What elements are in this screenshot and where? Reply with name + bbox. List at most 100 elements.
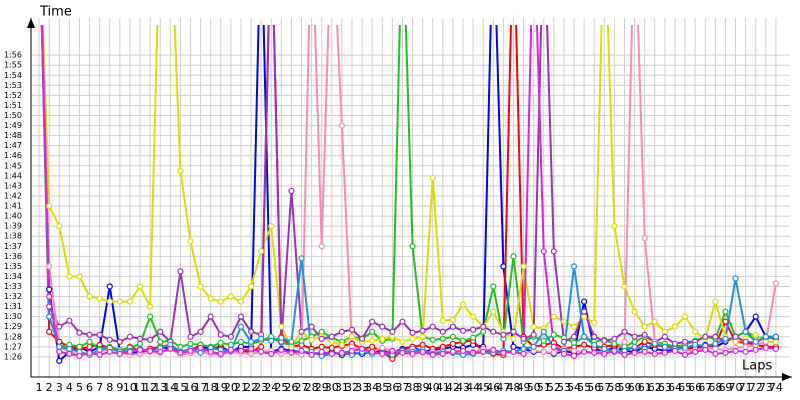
data-point	[298, 337, 305, 344]
y-tick-label: 1:32	[4, 292, 22, 301]
y-axis-arrow	[27, 18, 35, 28]
x-tick-label: 65	[678, 381, 692, 394]
data-point	[147, 347, 154, 354]
data-point	[621, 338, 628, 345]
data-point	[157, 338, 164, 345]
x-tick-label: 33	[355, 381, 369, 394]
x-tick-label: 18	[204, 381, 218, 394]
data-point	[288, 343, 295, 350]
data-point	[692, 328, 699, 335]
data-point	[490, 328, 497, 335]
data-point	[651, 340, 658, 347]
data-point	[237, 347, 245, 354]
x-tick-label: 15	[173, 381, 187, 394]
data-point	[459, 347, 467, 354]
x-tick-label: 50	[527, 381, 541, 394]
x-tick-label: 27	[295, 381, 309, 394]
x-tick-label: 47	[496, 381, 510, 394]
data-point	[742, 338, 749, 345]
data-point	[520, 263, 527, 270]
x-tick-label: 12	[143, 381, 157, 394]
data-point	[338, 341, 345, 348]
data-point	[197, 349, 204, 356]
data-point	[177, 343, 184, 350]
data-point	[227, 293, 234, 300]
x-tick-label: 52	[547, 381, 561, 394]
data-point	[601, 345, 608, 352]
data-point	[671, 323, 679, 330]
y-tick-label: 1:40	[4, 212, 22, 221]
data-point	[550, 343, 557, 350]
x-tick-label: 29	[315, 381, 329, 394]
data-point	[570, 323, 578, 330]
x-tick-label: 7	[96, 381, 103, 394]
data-point	[712, 340, 719, 347]
data-point	[762, 344, 769, 351]
data-point	[298, 347, 305, 354]
data-point	[66, 273, 73, 280]
data-point	[187, 347, 194, 354]
data-point	[136, 335, 144, 342]
data-point	[712, 298, 719, 305]
x-tick-label: 49	[517, 381, 531, 394]
data-point	[449, 340, 457, 347]
data-point	[570, 347, 578, 354]
data-point	[298, 255, 305, 262]
data-point	[86, 293, 93, 300]
x-tick-label: 30	[325, 381, 339, 394]
x-tick-label: 43	[456, 381, 470, 394]
x-tick-label: 41	[436, 381, 450, 394]
data-point	[86, 338, 93, 345]
data-point	[318, 343, 325, 350]
data-point	[147, 303, 154, 310]
data-point	[116, 338, 123, 345]
data-point	[661, 349, 668, 356]
y-tick-label: 1:41	[4, 202, 22, 211]
data-point	[46, 202, 53, 210]
x-tick-label: 20	[224, 381, 238, 394]
data-point	[540, 337, 547, 344]
data-point	[207, 348, 214, 355]
y-tick-label: 1:26	[4, 352, 22, 361]
data-point	[288, 338, 295, 345]
data-point	[550, 313, 557, 320]
data-point	[217, 331, 224, 338]
data-point	[86, 349, 93, 356]
data-point	[591, 349, 598, 356]
y-tick-label: 1:37	[4, 242, 22, 251]
x-tick-label: 66	[688, 381, 702, 394]
data-point	[379, 344, 386, 351]
x-tick-label: 10	[123, 381, 137, 394]
data-point	[167, 345, 174, 352]
data-point	[702, 346, 709, 353]
data-point	[500, 349, 507, 356]
data-point	[76, 329, 83, 336]
x-tick-label: 44	[466, 381, 480, 394]
data-point	[540, 328, 547, 335]
x-tick-label: 28	[305, 381, 319, 394]
data-point	[217, 350, 224, 357]
data-point	[742, 343, 749, 350]
x-tick-label: 67	[698, 381, 712, 394]
data-point	[298, 328, 305, 335]
data-point	[409, 329, 416, 336]
data-point	[520, 335, 527, 342]
x-tick-label: 45	[476, 381, 490, 394]
data-point	[56, 343, 63, 350]
data-point	[308, 336, 315, 343]
x-tick-label: 37	[395, 381, 409, 394]
data-point	[510, 328, 517, 335]
x-tick-label: 34	[365, 381, 379, 394]
data-point	[157, 328, 164, 335]
data-point	[631, 333, 638, 340]
data-point	[712, 333, 719, 340]
data-point	[752, 338, 759, 345]
data-point	[429, 323, 436, 330]
data-point	[106, 298, 113, 305]
data-point	[692, 348, 699, 355]
data-point	[490, 346, 497, 353]
data-point	[681, 313, 689, 320]
data-point	[46, 328, 53, 335]
x-tick-label: 73	[759, 381, 773, 394]
data-point	[641, 338, 648, 345]
